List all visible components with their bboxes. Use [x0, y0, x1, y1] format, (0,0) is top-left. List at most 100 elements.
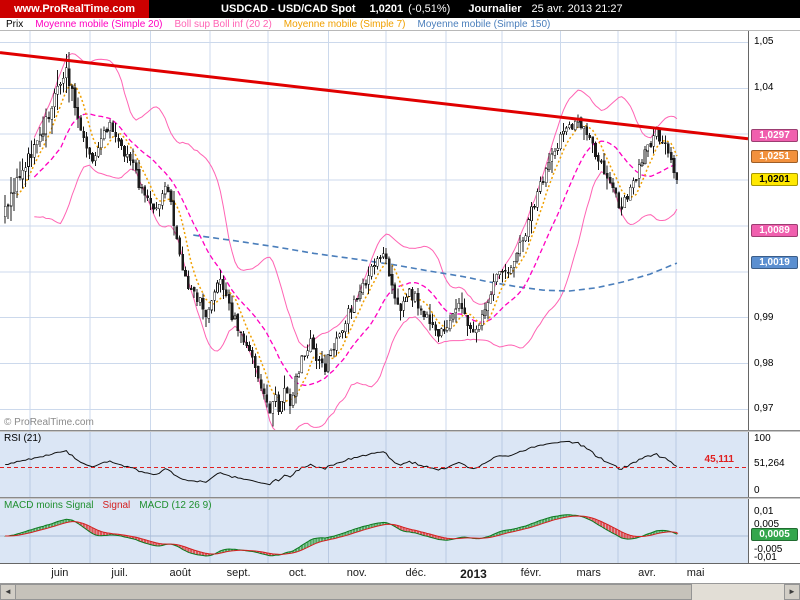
candle[interactable] [634, 179, 638, 183]
candle[interactable] [518, 234, 522, 257]
candle[interactable] [230, 295, 234, 322]
candle[interactable] [24, 162, 27, 187]
candle[interactable] [306, 344, 309, 359]
candle[interactable] [94, 152, 97, 167]
candle[interactable] [117, 133, 120, 148]
candle[interactable] [149, 190, 152, 211]
candle[interactable] [285, 386, 289, 394]
macd-legend-hist[interactable]: MACD moins Signal [4, 500, 94, 511]
candle[interactable] [172, 191, 176, 236]
candle[interactable] [195, 289, 199, 306]
candle[interactable] [530, 202, 533, 234]
candle[interactable] [6, 203, 10, 219]
candle[interactable] [591, 136, 594, 154]
candle[interactable] [521, 236, 525, 252]
candle[interactable] [387, 256, 391, 278]
candle[interactable] [294, 373, 298, 404]
time-axis[interactable]: juin juil. août sept. oct. nov. déc. 2013 févr. m… [0, 563, 800, 583]
candle[interactable] [585, 123, 589, 141]
candle[interactable] [536, 188, 539, 211]
candle[interactable] [79, 114, 83, 131]
candle[interactable] [268, 400, 272, 414]
candle[interactable] [631, 177, 635, 195]
candle[interactable] [251, 346, 254, 364]
candle[interactable] [155, 202, 158, 211]
candle[interactable] [533, 204, 536, 210]
candle[interactable] [105, 127, 109, 134]
candle[interactable] [352, 295, 356, 313]
candle[interactable] [126, 145, 129, 163]
price-axis[interactable]: 1,05 1,04 0,99 0,98 0,97 1,0297 1,0251 1,0201 1,… [748, 31, 800, 430]
candle[interactable] [265, 384, 269, 408]
candle[interactable] [97, 142, 100, 158]
candle[interactable] [242, 331, 245, 345]
candle[interactable] [565, 125, 568, 136]
candle[interactable] [547, 153, 551, 173]
candle[interactable] [56, 70, 59, 110]
prorealtime-logo[interactable]: www.ProRealTime.com [0, 0, 150, 18]
candle[interactable] [399, 302, 403, 321]
main-chart[interactable]: © ProRealTime.com [0, 31, 748, 430]
candle[interactable] [53, 88, 57, 118]
candle[interactable] [393, 282, 397, 305]
candle[interactable] [559, 132, 562, 151]
candle[interactable] [219, 269, 222, 293]
candle[interactable] [463, 298, 467, 315]
candle[interactable] [283, 375, 286, 411]
candle[interactable] [588, 132, 592, 140]
candle[interactable] [256, 365, 260, 382]
candle[interactable] [216, 279, 219, 294]
candle[interactable] [440, 327, 443, 338]
candle[interactable] [556, 142, 560, 155]
scroll-left-arrow-icon[interactable]: ◄ [0, 584, 16, 600]
candle[interactable] [323, 354, 327, 375]
legend-bollinger[interactable]: Boll sup Boll inf (20 2) [174, 18, 272, 30]
candle[interactable] [32, 138, 36, 164]
candle[interactable] [410, 286, 414, 307]
candle[interactable] [3, 195, 7, 224]
candle[interactable] [669, 147, 673, 163]
macd-legend-signal[interactable]: Signal [102, 500, 131, 511]
panel-divider[interactable] [0, 497, 800, 499]
candle[interactable] [672, 154, 676, 179]
candle[interactable] [166, 184, 170, 193]
candle[interactable] [309, 330, 312, 353]
candle[interactable] [47, 111, 51, 123]
candle[interactable] [288, 388, 292, 414]
candle[interactable] [99, 128, 103, 156]
candle[interactable] [227, 289, 231, 311]
candle[interactable] [163, 181, 167, 199]
candle[interactable] [181, 246, 184, 271]
candle[interactable] [501, 268, 504, 283]
candle[interactable] [614, 187, 618, 198]
candle[interactable] [474, 325, 478, 343]
candle[interactable] [451, 313, 455, 323]
candle[interactable] [640, 158, 644, 167]
candle[interactable] [553, 148, 557, 159]
candle[interactable] [143, 185, 147, 203]
candle[interactable] [50, 106, 54, 134]
candle[interactable] [675, 172, 679, 185]
candle[interactable] [652, 127, 656, 154]
candle[interactable] [570, 123, 574, 130]
candle[interactable] [111, 120, 115, 133]
candle[interactable] [108, 119, 112, 139]
candle[interactable] [207, 307, 211, 324]
candle[interactable] [527, 217, 530, 242]
candle[interactable] [492, 273, 496, 301]
candle[interactable] [152, 203, 155, 214]
candle[interactable] [27, 147, 30, 181]
candle[interactable] [169, 189, 173, 205]
candle[interactable] [21, 158, 25, 189]
candle[interactable] [88, 146, 91, 159]
candle[interactable] [222, 275, 225, 299]
candle[interactable] [509, 264, 513, 275]
candle[interactable] [140, 184, 144, 194]
candle[interactable] [158, 203, 161, 217]
candle[interactable] [594, 141, 597, 160]
candle[interactable] [18, 161, 22, 181]
candle[interactable] [239, 331, 243, 344]
rsi-axis[interactable]: 100 51,264 0 [748, 432, 800, 497]
candle[interactable] [364, 279, 368, 289]
candle[interactable] [347, 305, 350, 333]
